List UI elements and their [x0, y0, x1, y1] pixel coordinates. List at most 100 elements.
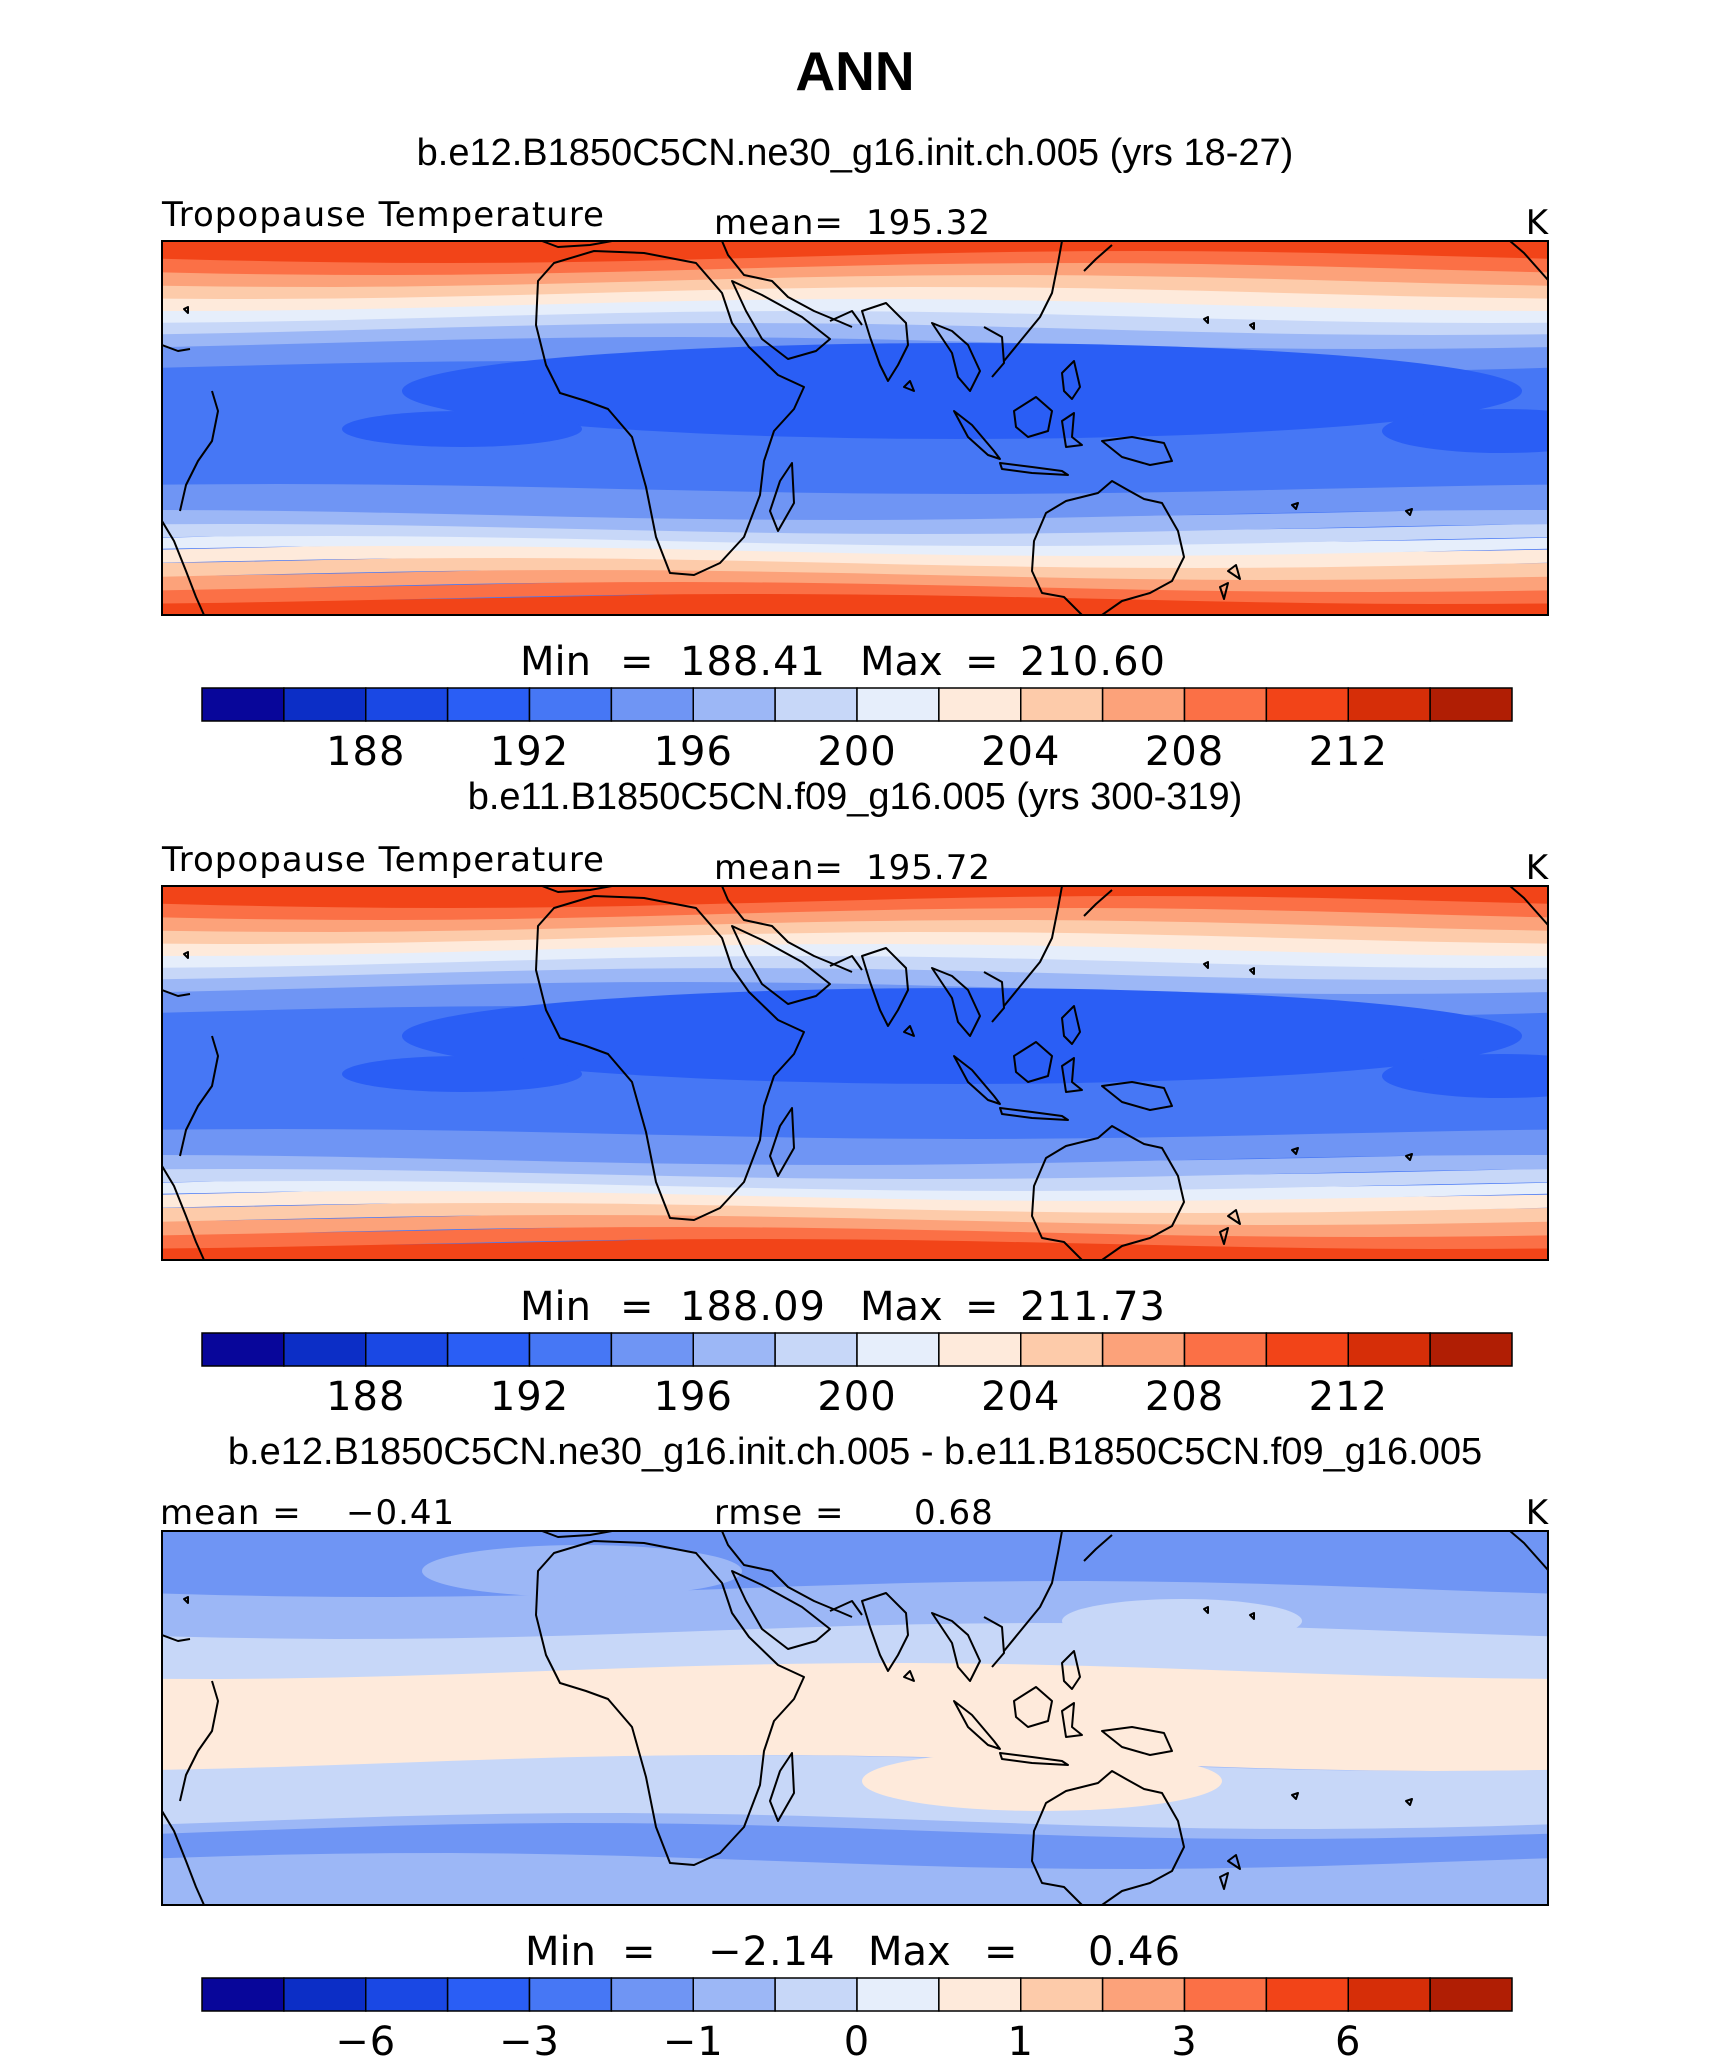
field-core: [402, 988, 1522, 1084]
panel3-map-frame: [161, 1530, 1549, 1906]
colorbar-box: [365, 687, 449, 722]
colorbar-box: [1020, 1332, 1104, 1367]
panel3-title: b.e12.B1850C5CN.ne30_g16.init.ch.005 - b…: [228, 1431, 1482, 1473]
svg-text:=: =: [620, 639, 654, 685]
svg-text:mean=: mean=: [714, 848, 844, 888]
field-band: [162, 1663, 1548, 1771]
colorbar-tick-label: 1: [1008, 2019, 1034, 2065]
colorbar-box: [774, 1332, 858, 1367]
colorbar-box: [1429, 687, 1513, 722]
colorbar-box: [610, 1977, 694, 2012]
panel2-mean-value: 195.72: [866, 848, 991, 888]
colorbar-box: [365, 1977, 449, 2012]
panel2-map: [162, 886, 1548, 1260]
svg-text:=: =: [965, 1284, 999, 1330]
panel2-max-value: 211.73: [1020, 1284, 1166, 1330]
colorbar-box: [938, 687, 1022, 722]
colorbar-box: [1429, 1977, 1513, 2012]
colorbar-tick-label: 0: [844, 2019, 870, 2065]
field-band: [162, 886, 1548, 912]
svg-text:Max: Max: [868, 1929, 951, 1975]
panel1-variable: Tropopause Temperature: [161, 195, 605, 235]
colorbar-box: [283, 1332, 367, 1367]
colorbar-tick-label: −1: [663, 2019, 724, 2065]
panel2-field: [162, 886, 1548, 1260]
colorbar-box: [1183, 1977, 1268, 2012]
panel2-colorbar: [201, 1332, 1513, 1367]
colorbar-box: [856, 687, 940, 722]
svg-text:=: =: [620, 1284, 654, 1330]
colorbar-tick-label: 192: [490, 1374, 569, 1420]
field-band: [162, 1853, 1548, 1905]
colorbar-tick-label: 200: [817, 1374, 896, 1420]
colorbar-box: [774, 1977, 858, 2012]
svg-text:Max: Max: [860, 639, 943, 685]
colorbar-box: [528, 687, 613, 722]
field-band: [162, 323, 1548, 353]
colorbar-box: [283, 1977, 367, 2012]
colorbar-box: [774, 687, 858, 722]
colorbar-box: [1265, 1977, 1349, 2012]
colorbar-tick-label: 192: [490, 729, 569, 775]
colorbar-box: [365, 1332, 449, 1367]
panel1-mean: mean= 195.32: [714, 203, 991, 243]
colorbar-box: [528, 1332, 613, 1367]
colorbar-box: [1020, 687, 1104, 722]
field-band: [162, 554, 1548, 580]
colorbar-box: [938, 1332, 1022, 1367]
field-band: [162, 542, 1548, 568]
field-core: [402, 343, 1522, 439]
colorbar-tick-label: 208: [1145, 729, 1224, 775]
field-band: [162, 1129, 1548, 1165]
panel1-mean-value: 195.32: [866, 203, 991, 243]
colorbar-box: [1265, 1332, 1349, 1367]
panel3-max-value: 0.46: [1088, 1929, 1181, 1975]
colorbar-box: [446, 687, 531, 722]
colorbar-box: [692, 1977, 776, 2012]
panel2-min-value: 188.09: [680, 1284, 826, 1330]
panel3-colorbar: [201, 1977, 1513, 2012]
field-core: [1382, 1054, 1548, 1098]
colorbar-box: [856, 1332, 940, 1367]
svg-text:=: =: [984, 1929, 1018, 1975]
panel2-variable: Tropopause Temperature: [161, 840, 605, 880]
panel1-max-value: 210.60: [1020, 639, 1166, 685]
panel1-field: [162, 241, 1548, 615]
colorbar-box: [1101, 687, 1186, 722]
field-band: [162, 968, 1548, 998]
panel3-map: [162, 1531, 1548, 1905]
svg-text:Min: Min: [520, 639, 591, 685]
colorbar-box: [856, 1977, 940, 2012]
field-band: [162, 484, 1548, 520]
panel3-rmse-value: 0.68: [914, 1493, 994, 1533]
colorbar-box: [1020, 1977, 1104, 2012]
colorbar-box: [283, 687, 367, 722]
field-band: [162, 251, 1548, 279]
colorbar-tick-label: −6: [335, 2019, 396, 2065]
field-core: [1382, 409, 1548, 453]
panel1-minmax: Min = 188.41 Max = 210.60: [520, 639, 1166, 685]
colorbar-box: [1347, 1977, 1431, 2012]
field-core: [342, 411, 582, 447]
colorbar-box: [1183, 687, 1268, 722]
colorbar-box: [1183, 1332, 1268, 1367]
colorbar-box: [528, 1977, 613, 2012]
colorbar-box: [692, 687, 776, 722]
field-core: [422, 1545, 742, 1597]
colorbar-tick-label: 196: [654, 1374, 733, 1420]
panel2-mean: mean= 195.72: [714, 848, 991, 888]
figure-title: ANN: [795, 40, 914, 102]
panel1-colorbar: [201, 687, 1513, 722]
colorbar-tick-label: −3: [499, 2019, 560, 2065]
field-band: [162, 896, 1548, 924]
colorbar-tick-label: 212: [1309, 729, 1388, 775]
colorbar-box: [201, 1977, 285, 2012]
colorbar-box: [446, 1977, 531, 2012]
svg-text:=: =: [965, 639, 999, 685]
panel3-mean-label: mean =: [160, 1493, 302, 1533]
panel3-colorbar-labels: −6 −3 −1 0 1 3 6: [335, 2019, 1360, 2065]
panel3-rmse-label: rmse =: [714, 1493, 844, 1533]
colorbar-box: [1347, 687, 1431, 722]
colorbar-box: [1429, 1332, 1513, 1367]
